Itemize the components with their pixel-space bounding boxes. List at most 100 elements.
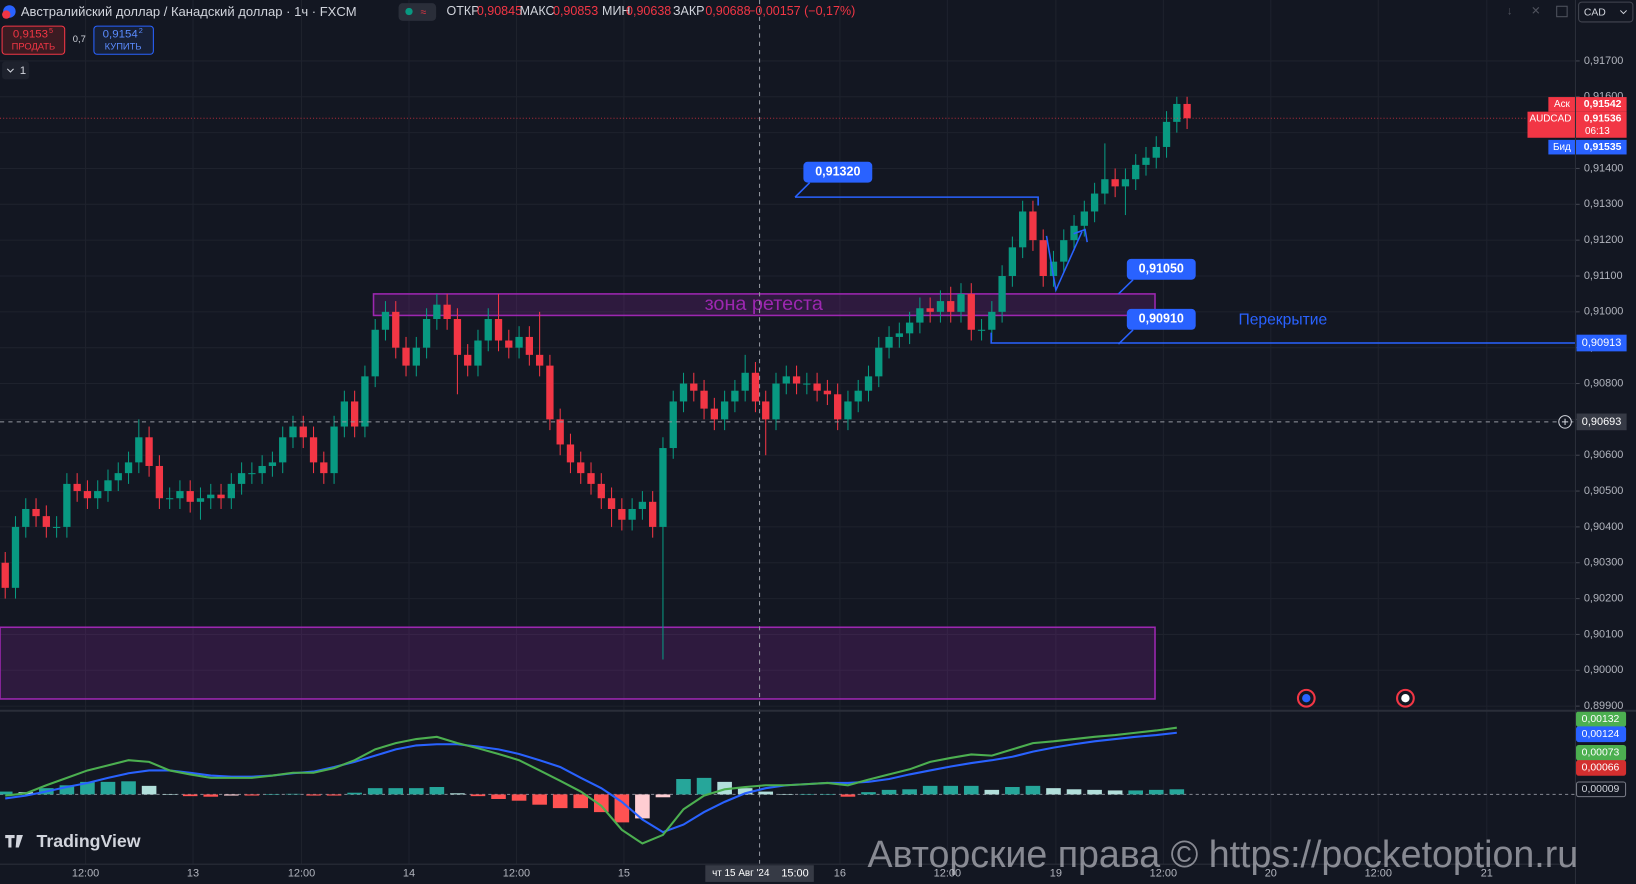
candle-body <box>104 480 112 492</box>
buy-pip[interactable]: 2 <box>139 26 143 35</box>
histogram-bar <box>450 793 465 795</box>
bid-price: 0,91535 <box>1584 142 1622 153</box>
candle-body <box>361 376 369 427</box>
sell-pip[interactable]: 5 <box>49 26 53 35</box>
overlap-price: 0,90913 <box>1582 337 1622 349</box>
market-status <box>405 7 413 16</box>
y-tick-label: 0,90500 <box>1584 485 1624 497</box>
candle-body <box>947 301 955 312</box>
histogram-bar <box>820 794 835 795</box>
buy-label[interactable]: КУПИТЬ <box>105 40 142 51</box>
candle-body <box>165 498 174 500</box>
histogram-bar <box>737 788 753 795</box>
crosshair-price: 0,90693 <box>1582 416 1622 428</box>
ask-price: 0,91542 <box>1584 99 1622 110</box>
candle-body <box>1080 211 1088 226</box>
stat-value: 0,90853 <box>553 4 598 18</box>
candle-body <box>1090 193 1099 212</box>
candle-body <box>381 311 390 330</box>
candle-body <box>710 408 718 420</box>
histogram-bar <box>635 794 650 819</box>
y-tick-label: 0,90300 <box>1584 557 1624 569</box>
y-tick-label: 0,91000 <box>1584 306 1624 318</box>
histogram-bar <box>881 789 897 795</box>
histogram-bar <box>285 793 301 795</box>
candle-body <box>330 426 338 474</box>
histogram-bar <box>203 794 219 797</box>
callout-pointer <box>1117 279 1134 295</box>
candle-body <box>597 483 605 499</box>
histogram-bar <box>306 794 321 796</box>
candle-body <box>628 508 636 520</box>
brand: TradingView <box>37 831 141 851</box>
status-icon: ≈ <box>420 7 426 18</box>
histogram-bar <box>347 792 362 795</box>
sell-label[interactable]: ПРОДАТЬ <box>12 40 56 51</box>
histogram-bar <box>676 779 691 795</box>
candle-body <box>854 390 862 402</box>
histogram-bar <box>141 785 157 795</box>
stat-label: ОТКР <box>447 4 480 18</box>
candles <box>1 96 1191 660</box>
candle-body <box>309 437 318 463</box>
y-tick-label: 0,89900 <box>1584 700 1624 712</box>
sell-button[interactable] <box>1 25 66 55</box>
histogram-bar <box>1128 790 1144 795</box>
candle-body <box>52 526 61 528</box>
x-tick-label: 12:00 <box>72 867 99 879</box>
candle-body <box>114 473 122 481</box>
candle-body <box>967 293 975 330</box>
toolbar-icon[interactable]: ✕ <box>1531 6 1541 18</box>
buy-button[interactable] <box>93 25 154 55</box>
candle-body <box>556 419 564 445</box>
candle-body <box>782 376 790 384</box>
histogram-bar <box>758 791 774 795</box>
candle-body <box>268 462 277 466</box>
sell-price[interactable]: 0,9153 <box>13 28 48 40</box>
histogram-bar <box>532 794 547 805</box>
level-line <box>795 196 1039 206</box>
histogram-bar <box>1046 788 1061 795</box>
currency-select[interactable] <box>1578 1 1634 23</box>
candle-body <box>566 444 575 463</box>
histogram-bar <box>100 781 116 795</box>
candle-body <box>83 491 92 499</box>
callout-pointer <box>794 182 811 198</box>
histogram-bar <box>840 794 856 797</box>
layout-toggle[interactable] <box>2 61 30 80</box>
x-tick-label: 12:00 <box>1150 867 1177 879</box>
candle-body <box>762 401 770 420</box>
candle-body <box>1060 240 1068 262</box>
y-tick-label: 0,91300 <box>1584 198 1624 210</box>
candle-body <box>412 347 420 366</box>
histogram-bar <box>265 794 280 795</box>
candle-body <box>649 501 657 527</box>
overlap-label: Перекрытие <box>1238 312 1327 329</box>
histogram-bar <box>696 777 712 795</box>
candle-body <box>443 304 451 320</box>
event-flag <box>1401 694 1410 703</box>
candle-body <box>422 319 431 348</box>
x-tick-label: 12:00 <box>503 867 530 879</box>
buy-price[interactable]: 0,9154 <box>103 28 139 40</box>
histogram-bar <box>511 794 527 801</box>
x-tick-label: 12:00 <box>934 867 961 879</box>
toolbar-icon[interactable]: ↓ <box>1507 6 1513 18</box>
candle-body <box>792 376 801 384</box>
currency[interactable]: CAD <box>1584 7 1606 18</box>
candle-body <box>402 347 410 366</box>
overlap-line <box>990 332 1576 344</box>
candle-body <box>823 390 832 395</box>
candle-body <box>1142 157 1150 165</box>
candle-body <box>587 473 595 484</box>
candle-body <box>813 383 821 391</box>
crosshair-plus-icon <box>1561 418 1569 426</box>
candle-body <box>535 354 544 366</box>
candle-body <box>340 401 349 427</box>
x-tick-label: 20 <box>1265 867 1277 879</box>
value-badge-label: 0,00073 <box>1582 748 1620 759</box>
toolbar-icon[interactable] <box>1556 5 1568 18</box>
candle-body <box>484 319 492 341</box>
layout-badge[interactable]: 1 <box>20 65 26 77</box>
